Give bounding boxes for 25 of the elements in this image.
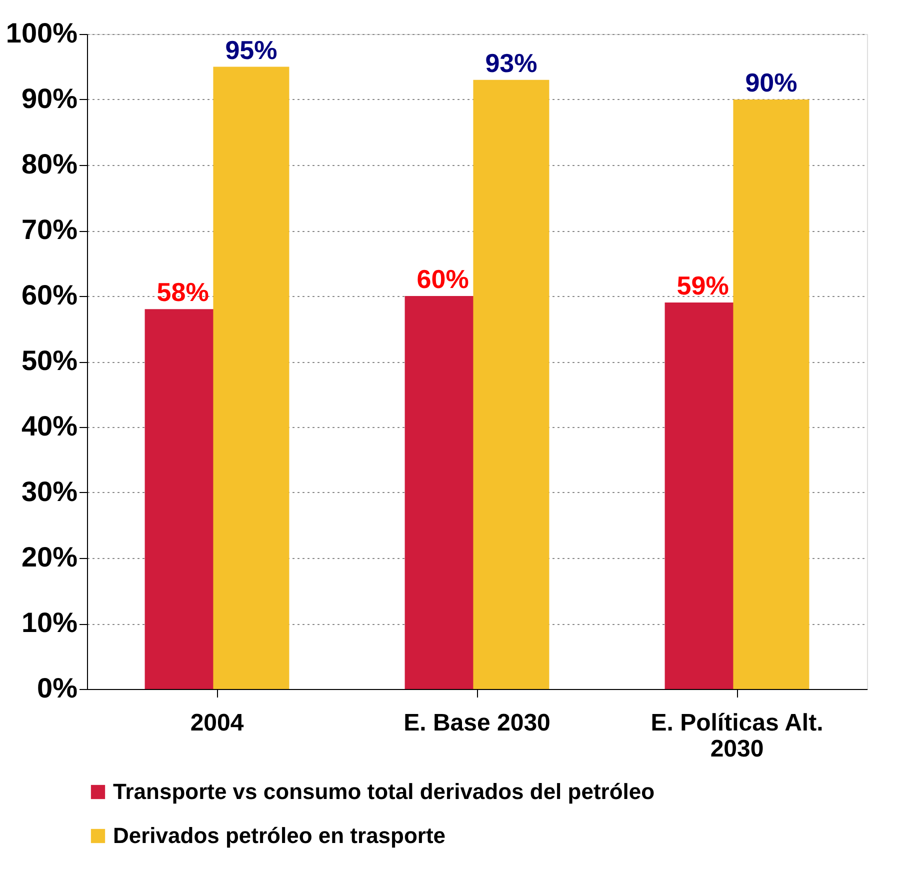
bar	[213, 66, 290, 689]
y-tick-label: 10%	[21, 607, 78, 638]
data-label: 60%	[416, 264, 469, 294]
y-tick-label: 50%	[21, 345, 78, 376]
data-label: 90%	[745, 68, 798, 98]
y-tick-label: 60%	[21, 280, 78, 310]
x-tick-label: E. Políticas Alt. 2030	[650, 710, 824, 762]
bar	[733, 100, 810, 689]
legend-label: Transporte vs consumo total derivados del petróleo	[113, 779, 655, 804]
x-tick-label: E. Base 2030	[404, 710, 550, 736]
y-tick-label: 40%	[21, 410, 78, 442]
legend-label: Derivados petróleo en trasporte	[113, 823, 446, 848]
bar	[473, 80, 550, 689]
y-tick-label: 90%	[21, 83, 78, 114]
y-tick-label: 20%	[21, 542, 78, 572]
data-label: 93%	[485, 48, 538, 78]
data-label: 58%	[156, 277, 209, 308]
y-tick-label: 80%	[21, 148, 78, 180]
y-tick-label: 70%	[21, 214, 78, 245]
data-label: 59%	[676, 270, 729, 301]
y-tick-label: 30%	[21, 476, 78, 507]
y-tick-label: 100%	[6, 18, 78, 48]
x-tick-label: 2004	[190, 710, 244, 736]
data-label: 95%	[225, 34, 278, 65]
y-tick-label: 0%	[37, 672, 78, 704]
